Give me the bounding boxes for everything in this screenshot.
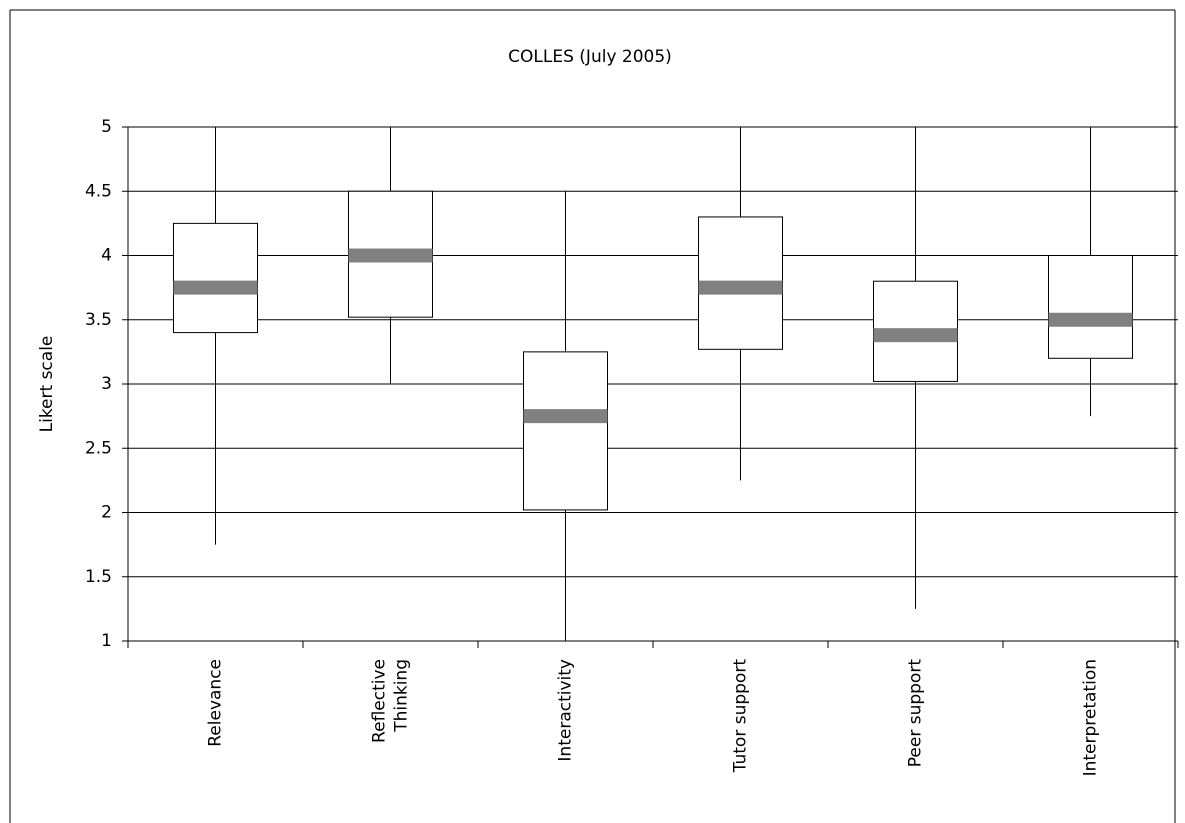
box bbox=[1048, 255, 1133, 359]
median bbox=[523, 409, 608, 424]
median bbox=[698, 280, 783, 295]
y-tick-label: 1 bbox=[101, 631, 112, 651]
y-tick-label: 5 bbox=[101, 117, 112, 137]
median bbox=[873, 328, 958, 343]
x-tick-label: Relevance bbox=[206, 659, 226, 747]
y-tick-label: 4 bbox=[101, 246, 112, 266]
x-tick-label: Reflective Thinking bbox=[370, 659, 412, 743]
y-tick-label: 2 bbox=[101, 503, 112, 523]
x-tick-label: Peer support bbox=[906, 659, 926, 768]
y-tick-label: 3 bbox=[101, 374, 112, 394]
box bbox=[523, 351, 608, 511]
y-tick-label: 3.5 bbox=[85, 310, 112, 330]
y-tick-label: 4.5 bbox=[85, 181, 112, 201]
x-tick-label: Interactivity bbox=[556, 659, 576, 762]
y-axis-label: Likert scale bbox=[37, 336, 57, 433]
median bbox=[1048, 312, 1133, 327]
y-tick-label: 2.5 bbox=[85, 438, 112, 458]
median bbox=[173, 280, 258, 295]
median bbox=[348, 248, 433, 263]
x-tick-label: Tutor support bbox=[731, 659, 751, 774]
box bbox=[173, 222, 258, 334]
x-tick-label: Interpretation bbox=[1081, 659, 1101, 776]
chart-title: COLLES (July 2005) bbox=[508, 47, 672, 67]
y-tick-label: 1.5 bbox=[85, 567, 112, 587]
